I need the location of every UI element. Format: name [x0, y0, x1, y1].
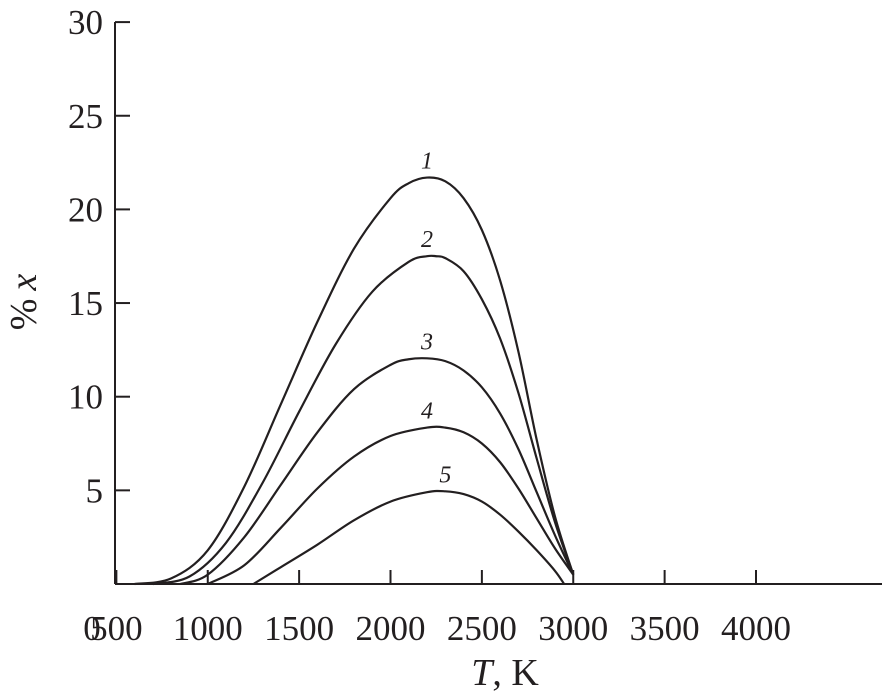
series-5-line — [252, 489, 566, 585]
x-tick-label: 4000 — [721, 609, 791, 648]
series-2-label: 2 — [421, 227, 433, 253]
series-3-label: 3 — [420, 329, 433, 355]
x-tick-label: 0 — [83, 609, 101, 648]
series-labels: 1 2 3 4 5 — [420, 149, 451, 489]
x-tick-label: 1500 — [264, 609, 334, 648]
series-4-label: 4 — [421, 399, 433, 425]
series-4-line — [207, 425, 575, 585]
y-tick-label: 25 — [68, 97, 103, 136]
y-tick-label: 10 — [68, 378, 103, 417]
series-2-line — [152, 254, 575, 586]
x-axis-title-symbol: T — [471, 652, 495, 694]
x-tick-label: 3000 — [538, 609, 608, 648]
x-tick-label: 3500 — [630, 609, 700, 648]
y-tick-label: 5 — [86, 471, 104, 510]
series-3-line — [179, 357, 575, 586]
y-axis-title-symbol: % — [3, 299, 45, 331]
x-axis-title: T, K — [471, 652, 539, 694]
y-tick-label: 15 — [68, 284, 103, 323]
series-curves — [134, 176, 575, 586]
series-1-line — [134, 176, 575, 586]
x-tick-label: 500 — [90, 609, 143, 648]
x-tick-label: 1000 — [173, 609, 243, 648]
y-tick-label: 30 — [68, 3, 103, 42]
y-tick-label: 20 — [68, 190, 103, 229]
x-axis-title-unit: , K — [492, 652, 539, 694]
x-tick-label: 2000 — [356, 609, 426, 648]
y-axis-title-variable: x — [3, 274, 45, 292]
x-tick-label: 2500 — [447, 609, 517, 648]
y-axis-title: %x — [3, 274, 45, 331]
series-1-label: 1 — [421, 149, 433, 175]
y-ticks: 5 10 15 20 25 30 — [68, 3, 130, 510]
series-5-label: 5 — [439, 462, 451, 488]
